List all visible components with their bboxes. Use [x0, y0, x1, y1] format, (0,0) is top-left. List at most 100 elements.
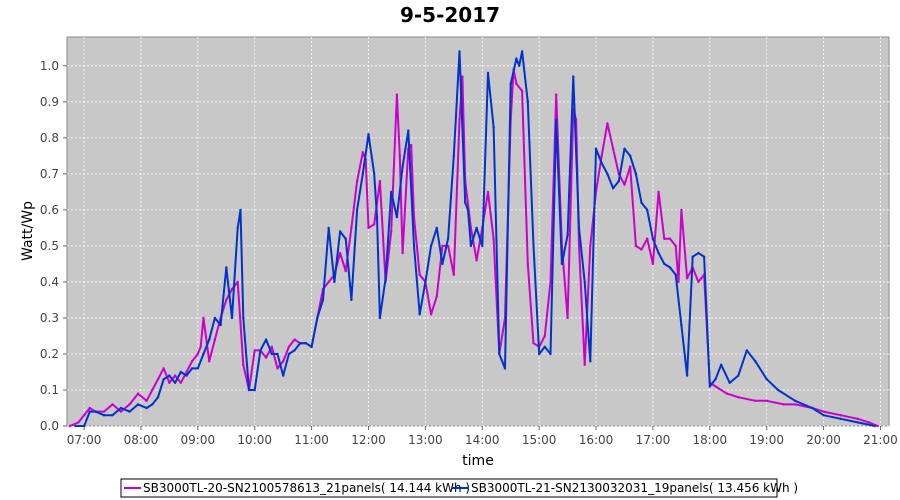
- data-point: [566, 316, 569, 320]
- data-point: [168, 374, 171, 377]
- data-point: [190, 360, 194, 363]
- data-point: [668, 237, 672, 240]
- data-point: [532, 342, 535, 345]
- data-point: [74, 424, 77, 428]
- data-point: [498, 352, 501, 356]
- data-point: [685, 374, 689, 377]
- x-tick-label: 18:00: [693, 433, 728, 447]
- data-point: [856, 421, 859, 424]
- data-point: [691, 255, 694, 258]
- data-point: [225, 266, 228, 269]
- data-point: [708, 385, 711, 388]
- data-point: [395, 215, 399, 219]
- data-point: [526, 100, 529, 104]
- series-lines: [68, 50, 879, 428]
- data-point: [375, 215, 379, 219]
- data-point: [82, 414, 86, 417]
- data-point: [208, 338, 211, 341]
- data-point: [179, 381, 182, 384]
- data-point: [361, 151, 364, 154]
- data-point: [611, 147, 615, 150]
- data-point: [196, 367, 199, 370]
- data-point: [640, 248, 643, 251]
- data-point: [196, 352, 199, 356]
- data-point: [395, 93, 399, 96]
- y-tick-label: 0.5: [40, 239, 59, 253]
- data-point: [634, 172, 638, 176]
- data-point: [606, 172, 609, 176]
- data-point: [68, 424, 72, 428]
- data-point: [663, 262, 666, 266]
- x-axis-label: time: [462, 453, 494, 469]
- data-point: [276, 352, 279, 356]
- data-point: [856, 417, 859, 420]
- data-point: [230, 287, 234, 291]
- data-point: [327, 226, 330, 230]
- y-tick-label: 0.4: [40, 275, 59, 289]
- data-point: [236, 226, 239, 230]
- data-point: [344, 237, 347, 240]
- data-point: [162, 367, 165, 370]
- data-point: [253, 349, 256, 352]
- data-point: [151, 388, 154, 392]
- data-point: [873, 424, 876, 428]
- data-point: [259, 349, 262, 352]
- x-tick-label: 17:00: [636, 433, 671, 447]
- data-point: [822, 410, 825, 413]
- data-point: [461, 75, 464, 78]
- data-point: [555, 118, 558, 122]
- y-tick-label: 0.1: [40, 383, 59, 397]
- data-point: [663, 237, 666, 240]
- data-point: [492, 125, 495, 129]
- data-point: [657, 251, 660, 255]
- data-point: [202, 316, 205, 320]
- data-point: [242, 363, 245, 366]
- chart-title: 9-5-2017: [400, 3, 500, 27]
- data-point: [168, 381, 171, 384]
- data-point: [452, 154, 455, 158]
- x-tick-label: 15:00: [522, 433, 557, 447]
- data-point: [520, 50, 524, 53]
- data-point: [390, 230, 393, 233]
- data-point: [429, 313, 433, 316]
- data-point: [754, 399, 757, 402]
- data-point: [839, 414, 842, 417]
- data-point: [583, 280, 586, 284]
- y-tick-label: 0.2: [40, 347, 59, 361]
- data-point: [458, 118, 461, 122]
- data-point: [225, 298, 228, 302]
- data-point: [213, 338, 217, 341]
- data-point: [264, 356, 268, 359]
- data-point: [88, 406, 92, 410]
- data-point: [373, 172, 376, 176]
- data-point: [555, 93, 558, 96]
- data-point: [697, 251, 700, 255]
- data-point: [378, 179, 382, 183]
- y-tick-label: 0.6: [40, 203, 59, 217]
- data-point: [119, 406, 123, 410]
- data-point: [282, 360, 285, 363]
- data-point: [680, 208, 683, 212]
- data-point: [270, 352, 273, 356]
- data-point: [589, 244, 592, 248]
- data-point: [247, 388, 251, 392]
- y-tick-label: 1.0: [40, 59, 59, 73]
- data-point: [236, 280, 239, 284]
- data-point: [702, 255, 706, 258]
- data-point: [398, 154, 401, 158]
- data-point: [481, 244, 484, 248]
- data-point: [156, 396, 160, 399]
- data-point: [543, 334, 546, 338]
- data-point: [600, 161, 603, 165]
- y-tick-label: 0.8: [40, 131, 59, 145]
- data-point: [304, 342, 308, 345]
- data-point: [202, 352, 205, 356]
- legend-label-1: SB3000TL-20-SN2100578613_21panels( 14.14…: [143, 481, 470, 495]
- data-point: [623, 147, 626, 150]
- data-point: [185, 370, 188, 374]
- data-point: [520, 89, 524, 93]
- data-point: [640, 201, 643, 204]
- data-point: [475, 259, 478, 262]
- data-point: [276, 367, 279, 370]
- data-point: [287, 352, 291, 356]
